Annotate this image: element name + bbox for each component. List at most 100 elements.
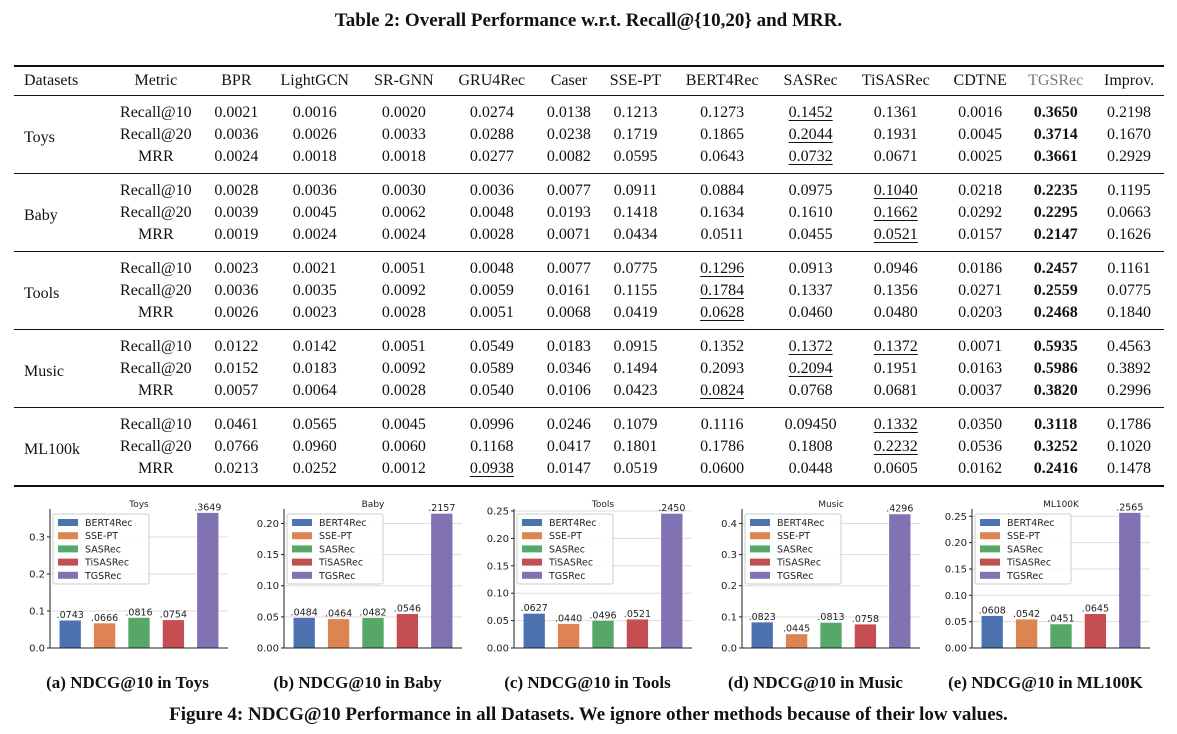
bar-sasrec <box>1050 624 1072 648</box>
table-cell: 0.2232 <box>873 438 918 455</box>
table-cell: 0.0077 <box>546 182 591 199</box>
table-cell: 0.0960 <box>292 438 337 455</box>
table-cell: 0.0163 <box>958 360 1003 377</box>
table-cell: 0.0915 <box>613 338 658 355</box>
chart-legend: BERT4Rec SSE-PT SASRec TiSASRec TGSRec <box>744 513 842 585</box>
legend-swatch <box>58 545 78 553</box>
table-cell: 0.1478 <box>1107 460 1152 477</box>
table-header-row: Datasets Metric BPR LightGCN SR-GNN GRU4Rec Ca… <box>14 66 1164 96</box>
metric-label: Recall@10 <box>120 416 192 433</box>
ndcg-chart-panel: Toys 0.0 0.1 0.2 0.3 .0743 .0666 .0816 .0754 .364… <box>10 495 235 660</box>
table-cell: 0.0057 <box>214 382 259 399</box>
table-cell: 0.1040 <box>873 182 918 199</box>
table-cell: 0.1352 <box>700 338 745 355</box>
legend-label: TiSASRec <box>318 558 363 569</box>
legend-swatch <box>58 558 78 566</box>
bar-value-label: .0440 <box>555 613 582 624</box>
table-cell: 0.0511 <box>700 226 744 243</box>
table-cell: 0.1296 <box>700 260 745 277</box>
table-cell: 0.0071 <box>958 338 1003 355</box>
legend-label: BERT4Rec <box>549 518 597 529</box>
y-tick-label: 0.10 <box>945 591 967 602</box>
metric-label: MRR <box>138 148 174 165</box>
table-cell: 0.0775 <box>1107 282 1152 299</box>
table-cell: 0.1634 <box>700 204 745 221</box>
table-cell: 0.0028 <box>381 304 426 321</box>
column-header: LightGCN <box>280 72 349 89</box>
table-cell: 0.1951 <box>873 360 918 377</box>
table-cell: 0.4563 <box>1107 338 1152 355</box>
table-cell: 0.0077 <box>546 260 591 277</box>
legend-box <box>974 513 1072 585</box>
table-row: Recall@20 0.0036 0.0026 0.0033 0.0288 0.0238 0… <box>14 124 1164 146</box>
table-cell: 0.0016 <box>292 104 337 121</box>
table-cell: 0.0417 <box>546 438 591 455</box>
legend-swatch <box>750 532 770 540</box>
table-cell: 0.0671 <box>873 148 918 165</box>
legend-label: SSE-PT <box>549 531 582 542</box>
table-cell: 0.0064 <box>292 382 337 399</box>
table-cell: 0.0521 <box>873 226 918 243</box>
table-cell: 0.3820 <box>1033 382 1078 399</box>
legend-swatch <box>522 532 542 540</box>
table-cell: 0.2559 <box>1033 282 1078 299</box>
column-header: SSE-PT <box>609 72 662 89</box>
table-cell: 0.0033 <box>381 126 426 143</box>
table-cell: 0.0536 <box>958 438 1003 455</box>
table-cell: 0.0021 <box>292 260 337 277</box>
table-cell: 0.1808 <box>788 438 833 455</box>
metric-label: Recall@10 <box>120 104 192 121</box>
legend-label: BERT4Rec <box>1007 518 1055 529</box>
column-header: BPR <box>221 72 252 89</box>
table-cell: 0.0595 <box>613 148 658 165</box>
chart-title: ML100K <box>1043 500 1080 510</box>
table-cell: 0.0045 <box>292 204 337 221</box>
table-cell: 0.0161 <box>546 282 591 299</box>
legend-label: SSE-PT <box>319 531 352 542</box>
metric-label: MRR <box>138 304 174 321</box>
bar-value-label: .0445 <box>783 624 810 635</box>
table-cell: 0.0274 <box>469 104 514 121</box>
legend-swatch <box>980 532 1000 540</box>
bar-value-label: .0627 <box>521 603 548 614</box>
table-cell: 0.0019 <box>214 226 259 243</box>
table-cell: 0.0292 <box>958 204 1003 221</box>
table-cell: 0.0018 <box>292 148 337 165</box>
bar-tgsrec <box>197 512 219 648</box>
bar-sasrec <box>362 617 384 648</box>
table-row: Recall@20 0.0766 0.0960 0.0060 0.1168 0.0417 0… <box>14 436 1164 458</box>
metric-label: Recall@10 <box>120 260 192 277</box>
table-cell: 0.0732 <box>788 148 833 165</box>
table-cell: 0.3252 <box>1033 438 1078 455</box>
y-tick-label: 0.20 <box>945 538 967 549</box>
bar-sasrec <box>128 617 150 648</box>
table-cell: 0.0218 <box>958 182 1003 199</box>
y-tick-label: 0.4 <box>721 519 737 530</box>
table-cell: 0.1786 <box>700 438 745 455</box>
y-tick-label: 0.3 <box>29 532 45 543</box>
bar-value-label: .2157 <box>428 503 455 514</box>
table-cell: 0.2044 <box>788 126 833 143</box>
subfigure-caption: (e) NDCG@10 in ML100K <box>948 673 1143 692</box>
table-cell: 0.0996 <box>469 416 514 433</box>
legend-label: SSE-PT <box>1007 531 1040 542</box>
bar-value-label: .0484 <box>291 607 318 618</box>
table-cell: 0.0023 <box>292 304 337 321</box>
legend-swatch <box>292 558 312 566</box>
legend-box <box>286 513 384 585</box>
table-cell: 0.1116 <box>700 416 744 433</box>
y-tick-label: 0.00 <box>487 644 509 655</box>
table-cell: 0.0122 <box>214 338 259 355</box>
figure-caption: Figure 4: NDCG@10 Performance in all Dat… <box>169 704 1008 725</box>
legend-swatch <box>58 519 78 526</box>
table-cell: 0.1840 <box>1107 304 1152 321</box>
legend-box <box>744 513 842 585</box>
column-header: GRU4Rec <box>458 72 526 89</box>
legend-label: TiSASRec <box>1006 558 1051 569</box>
table-cell: 0.1020 <box>1107 438 1152 455</box>
table-cell: 0.0938 <box>469 460 514 477</box>
table-cell: 0.0039 <box>214 204 259 221</box>
table-cell: 0.1372 <box>873 338 918 355</box>
table-cell: 0.0028 <box>469 226 514 243</box>
dataset-group: ML100k Recall@10 0.0461 0.0565 0.0045 0.0996 0… <box>14 408 1164 486</box>
